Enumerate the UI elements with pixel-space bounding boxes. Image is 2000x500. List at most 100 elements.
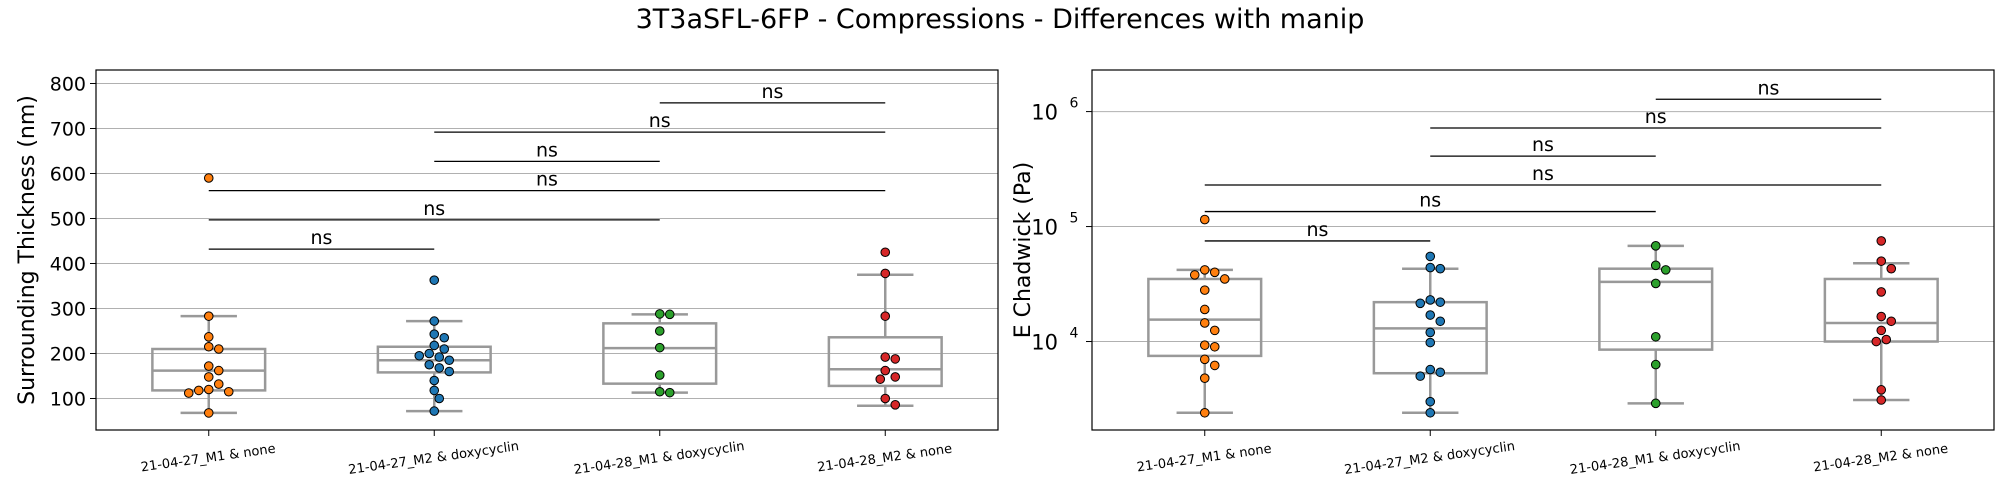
y-tick-label-exponent: 5: [1070, 211, 1079, 227]
data-point: [203, 341, 214, 352]
significance-label: ns: [311, 227, 333, 249]
data-point: [203, 173, 214, 183]
data-point: [429, 385, 440, 396]
data-point: [1650, 278, 1661, 289]
data-point: [1876, 311, 1887, 322]
data-point: [1435, 316, 1446, 327]
data-point: [654, 386, 665, 397]
data-point: [203, 332, 214, 342]
data-point: [429, 406, 440, 416]
data-point: [1199, 318, 1210, 328]
data-point: [654, 370, 665, 380]
y-tick-label-base: 10: [1031, 101, 1058, 125]
x-tick-label: 21-04-27_M2 & doxycyclin: [1344, 439, 1516, 478]
y-tick-label: 100: [50, 389, 86, 411]
y-tick-label: 10: [1031, 216, 1058, 240]
data-point: [434, 363, 445, 373]
y-tick-label: 200: [50, 344, 86, 366]
data-point: [1199, 214, 1210, 225]
x-tick-label: 21-04-28_M2 & none: [816, 442, 953, 476]
data-point: [1876, 385, 1887, 395]
data-point: [1199, 340, 1210, 350]
data-point: [880, 352, 891, 362]
significance-label: ns: [1307, 219, 1329, 241]
data-point: [429, 275, 440, 285]
data-point: [1425, 310, 1436, 320]
x-tick-label: 21-04-28_M2 & none: [1812, 442, 1949, 476]
data-point: [1650, 331, 1661, 342]
data-point: [880, 393, 891, 404]
data-point: [1876, 287, 1887, 297]
significance-label: ns: [649, 110, 671, 132]
data-point: [1650, 398, 1661, 409]
data-point: [1871, 336, 1882, 347]
significance-label: ns: [536, 139, 558, 161]
data-point: [1886, 263, 1897, 274]
data-point: [654, 342, 665, 353]
data-point: [414, 350, 425, 361]
x-tick-label: 21-04-28_M1 & doxycyclin: [573, 439, 745, 478]
data-point: [1660, 265, 1671, 275]
data-point: [429, 340, 440, 351]
data-point: [203, 311, 214, 321]
data-point: [1415, 298, 1426, 309]
box-iqr: [827, 336, 943, 388]
data-point: [1199, 285, 1210, 295]
data-point: [203, 372, 214, 382]
data-point: [1425, 295, 1436, 305]
data-point: [439, 344, 450, 354]
data-point: [424, 348, 435, 359]
data-point: [1650, 241, 1661, 251]
data-point: [880, 268, 891, 279]
data-point: [1435, 367, 1446, 378]
data-point: [1209, 267, 1220, 278]
x-tick-label: 21-04-27_M1 & none: [1136, 442, 1273, 476]
data-point: [890, 372, 901, 382]
data-point: [1650, 359, 1661, 370]
data-point: [1425, 364, 1436, 375]
y-tick-label-base: 10: [1031, 216, 1058, 240]
significance-label: ns: [423, 198, 445, 220]
data-point: [890, 400, 901, 410]
x-tick-label: 21-04-27_M1 & none: [140, 442, 277, 476]
data-point: [1876, 325, 1887, 336]
data-point: [664, 309, 675, 320]
data-point: [1189, 270, 1200, 280]
data-point: [429, 316, 440, 326]
y-tick-label: 800: [50, 74, 86, 96]
data-point: [1435, 297, 1446, 307]
data-point: [223, 386, 234, 397]
figure-title: 3T3aSFL-6FP - Compressions - Differences…: [635, 4, 1365, 35]
significance-label: ns: [1758, 77, 1780, 99]
plot-area-frame: [95, 69, 999, 431]
data-point: [1415, 371, 1426, 381]
data-point: [880, 311, 891, 321]
data-point: [1209, 360, 1220, 371]
chart-panel-thickness: 100 200 300 400 500 600 700 800 Surrounding Thic…: [15, 69, 999, 478]
data-point: [1199, 373, 1210, 383]
data-point: [424, 359, 435, 370]
data-point: [1199, 265, 1210, 275]
data-point: [203, 384, 214, 395]
y-axis-label: Surrounding Thickness (nm): [15, 95, 40, 405]
data-point: [1209, 325, 1220, 336]
y-tick-label-base: 10: [1031, 331, 1058, 355]
data-point: [1425, 337, 1436, 348]
data-point: [434, 393, 445, 404]
data-point: [880, 247, 891, 258]
data-point: [203, 361, 214, 371]
data-point: [213, 379, 224, 389]
data-point: [183, 388, 194, 398]
y-tick-label-exponent: 6: [1070, 96, 1079, 112]
data-point: [1425, 262, 1436, 273]
data-point: [1199, 407, 1210, 418]
significance-label: ns: [1645, 106, 1667, 128]
data-point: [1425, 396, 1436, 407]
data-point: [654, 326, 665, 336]
y-tick-label: 700: [50, 119, 86, 141]
data-point: [1199, 304, 1210, 315]
data-point: [429, 329, 440, 339]
significance-label: ns: [1532, 163, 1554, 185]
y-tick-label: 10: [1031, 331, 1058, 355]
